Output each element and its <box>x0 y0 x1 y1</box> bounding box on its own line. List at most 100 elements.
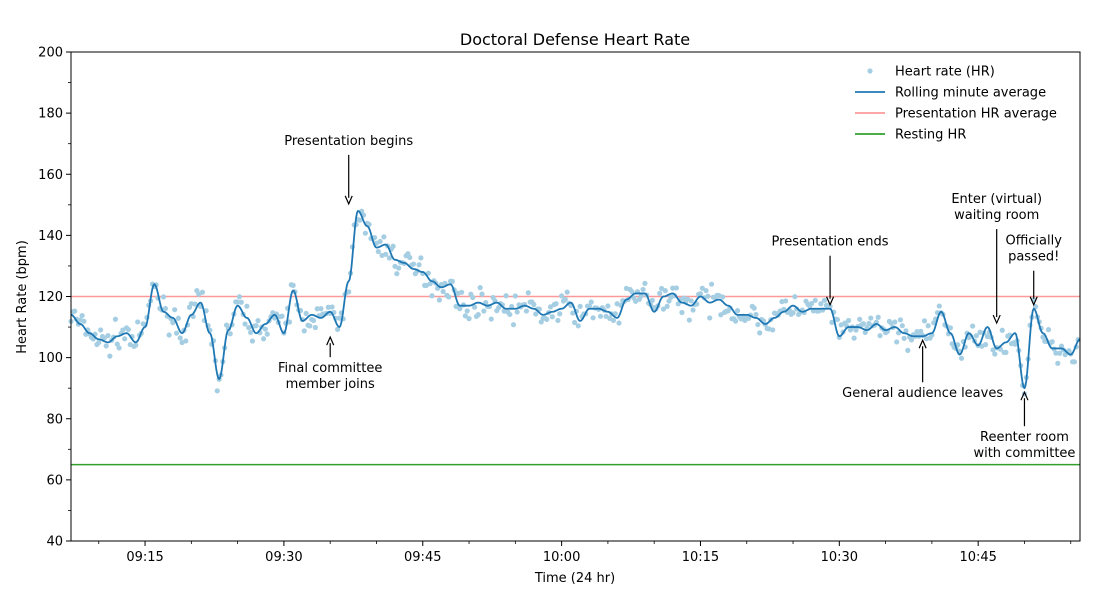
hr-point <box>394 271 400 277</box>
hr-point <box>244 303 250 309</box>
hr-point <box>307 323 313 329</box>
y-tick-label: 40 <box>46 535 63 550</box>
hr-point <box>1040 334 1046 340</box>
hr-point <box>235 299 241 305</box>
hr-point <box>416 262 422 268</box>
hr-point <box>559 293 565 299</box>
hr-point <box>657 290 663 296</box>
annotation-text: waiting room <box>954 208 1039 223</box>
hr-point <box>523 308 530 314</box>
hr-point <box>699 285 705 291</box>
hr-point <box>753 311 759 318</box>
hr-point <box>612 311 618 317</box>
hr-point <box>479 291 485 297</box>
hr-point <box>734 308 741 314</box>
legend-entry: Heart rate (HR) <box>867 65 995 80</box>
hr-point <box>192 301 198 307</box>
hr-point <box>175 315 181 321</box>
hr-point <box>1045 327 1052 333</box>
rolling-average-line <box>70 210 1081 390</box>
hr-point <box>247 329 254 336</box>
y-tick-label: 60 <box>46 473 63 488</box>
hr-point <box>970 323 976 329</box>
annotation-arrowhead <box>992 314 1001 325</box>
hr-point <box>255 317 261 324</box>
hr-point <box>770 327 776 333</box>
hr-point <box>173 330 180 336</box>
hr-point <box>496 305 502 311</box>
hr-point <box>686 317 692 323</box>
hr-point <box>390 243 396 249</box>
hr-point <box>664 303 670 309</box>
hr-point <box>544 316 550 322</box>
hr-point <box>160 294 167 300</box>
annotation: Enter (virtual)waiting room <box>951 192 1042 325</box>
heart-rate-points <box>68 208 1081 397</box>
hr-point <box>103 343 109 349</box>
hr-point <box>866 320 872 327</box>
hr-point <box>72 308 78 314</box>
hr-point <box>510 322 517 328</box>
hr-point <box>834 316 841 323</box>
x-tick-label: 10:00 <box>543 550 580 565</box>
hr-point <box>899 323 905 329</box>
hr-point <box>697 291 704 297</box>
hr-point <box>312 324 318 331</box>
hr-point <box>860 321 866 327</box>
hr-point <box>512 293 518 299</box>
hr-point <box>503 293 509 299</box>
hr-point <box>238 299 244 305</box>
hr-point <box>588 299 594 305</box>
hr-point <box>821 297 828 303</box>
hr-point <box>114 341 120 347</box>
hr-point <box>557 311 563 317</box>
annotation-arrowhead <box>326 335 335 346</box>
annotation-arrowhead <box>344 195 353 206</box>
hr-point <box>162 305 169 312</box>
hr-point <box>375 248 381 255</box>
hr-point <box>862 329 868 336</box>
hr-point <box>457 306 463 312</box>
hr-point <box>357 217 363 223</box>
y-tick-label: 180 <box>38 107 63 122</box>
hr-point <box>459 289 465 295</box>
x-tick-label: 09:15 <box>126 550 163 565</box>
hr-point <box>925 323 931 329</box>
hr-point <box>562 296 568 302</box>
hr-point <box>383 251 389 257</box>
hr-point <box>429 293 435 299</box>
hr-point <box>720 294 726 300</box>
hr-point <box>472 304 478 310</box>
hr-point <box>936 303 942 309</box>
hr-point <box>533 311 539 317</box>
legend-entry: Presentation HR average <box>855 107 1057 122</box>
hr-point <box>718 312 724 318</box>
hr-point <box>877 333 883 339</box>
hr-point <box>918 328 924 334</box>
hr-point <box>555 317 561 324</box>
x-tick-label: 10:30 <box>821 550 858 565</box>
hr-point <box>958 355 965 361</box>
legend-label: Heart rate (HR) <box>895 65 995 80</box>
hr-point <box>362 230 368 236</box>
annotation-arrowhead <box>826 296 835 307</box>
hr-point <box>301 328 307 334</box>
hr-point <box>818 301 824 307</box>
hr-point <box>675 301 681 307</box>
hr-point <box>346 289 352 295</box>
hr-point <box>864 324 870 330</box>
hr-point <box>98 327 104 333</box>
annotation-text: Reenter room <box>980 430 1069 445</box>
annotation: Presentation begins <box>284 134 413 206</box>
hr-point <box>901 335 907 341</box>
hr-point <box>236 294 243 300</box>
hr-point <box>96 339 102 346</box>
hr-point <box>449 278 455 284</box>
hr-point <box>549 314 555 320</box>
annotation-text: Presentation begins <box>284 134 413 149</box>
x-tick-label: 09:45 <box>404 550 441 565</box>
hr-point <box>1032 304 1039 310</box>
